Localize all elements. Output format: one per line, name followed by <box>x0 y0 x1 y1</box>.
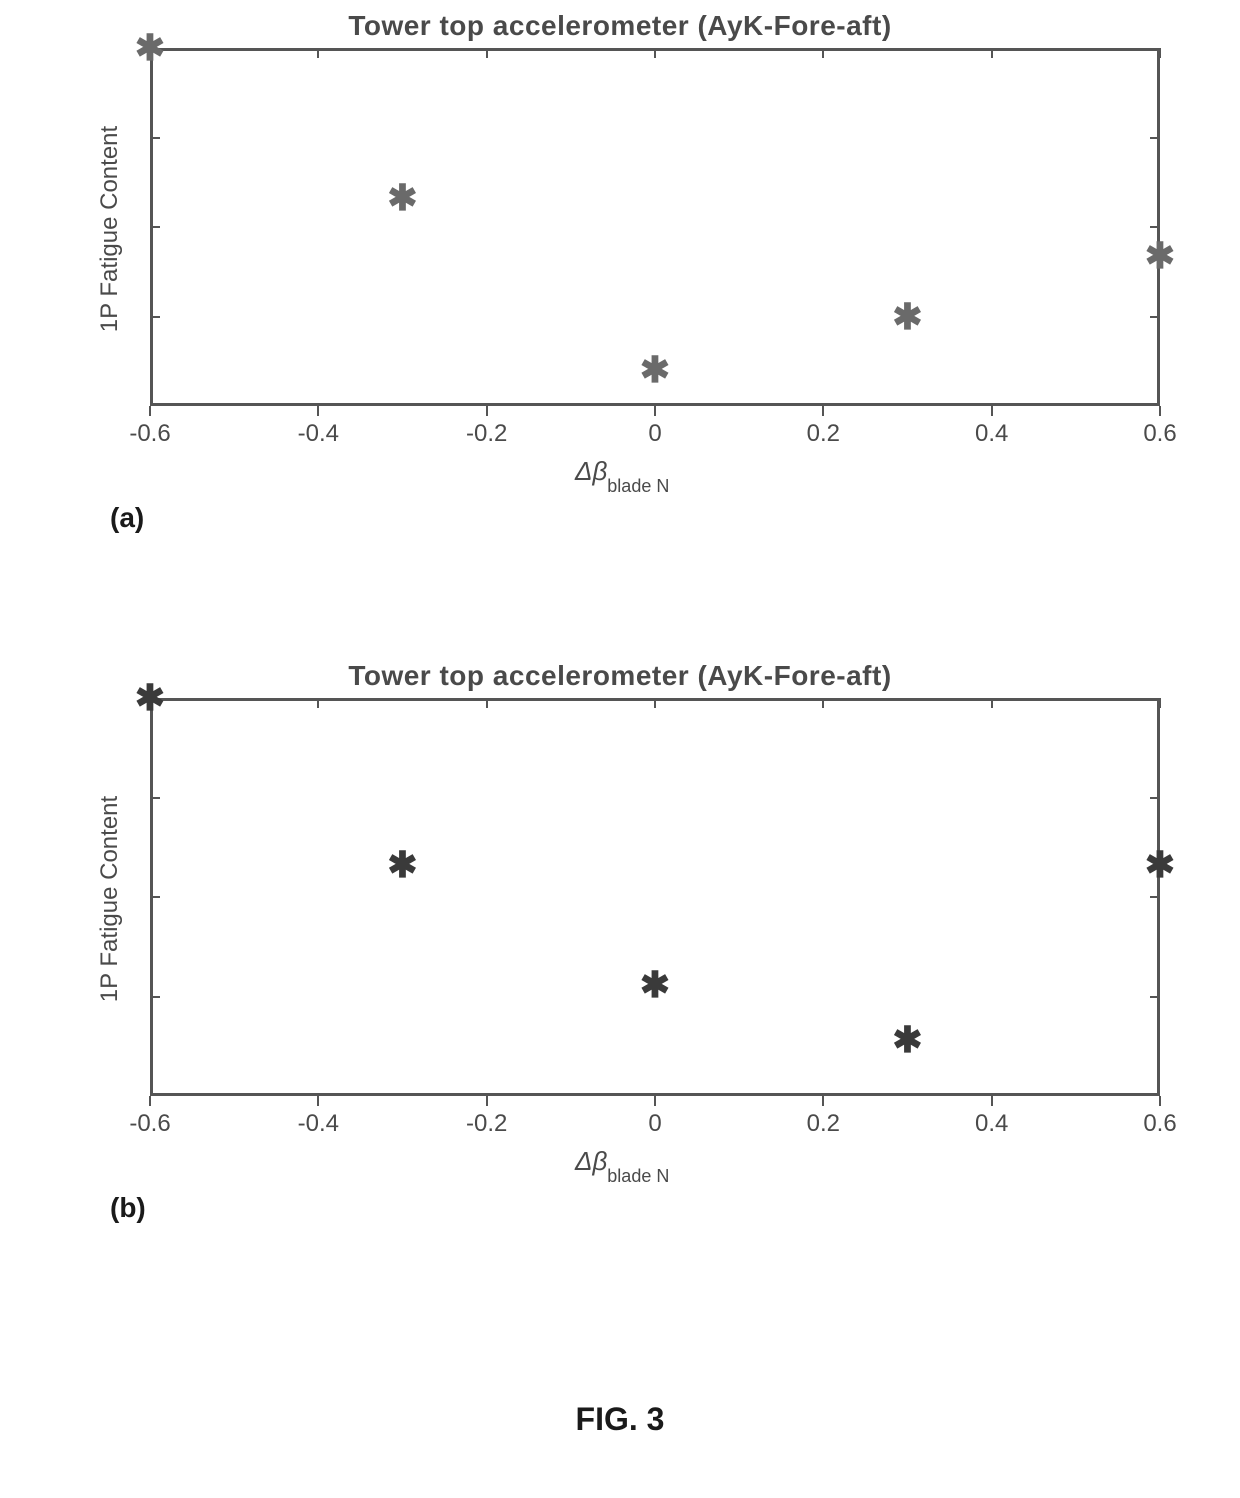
x-tick-top <box>822 48 824 58</box>
x-tick-label: -0.4 <box>298 1110 339 1138</box>
y-tick <box>150 797 160 799</box>
y-tick <box>150 226 160 228</box>
xlabel-sub-a: blade N <box>607 476 669 496</box>
data-point: ✱ <box>892 1022 922 1058</box>
y-tick <box>150 896 160 898</box>
x-tick-top <box>822 698 824 708</box>
x-axis-label-b: Δβblade N <box>575 1146 669 1181</box>
data-point: ✱ <box>892 299 922 335</box>
y-tick <box>150 137 160 139</box>
x-tick-top <box>486 698 488 708</box>
plot-area-b <box>150 698 1160 1096</box>
y-tick-right <box>1150 137 1160 139</box>
x-tick-top <box>991 48 993 58</box>
x-tick-label: -0.4 <box>298 420 339 448</box>
x-tick-top <box>654 698 656 708</box>
panel-sublabel-b: (b) <box>110 1192 146 1224</box>
data-point: ✱ <box>1145 847 1175 883</box>
xlabel-prefix-a: Δβ <box>575 456 607 486</box>
x-tick <box>486 406 488 416</box>
y-tick <box>150 996 160 998</box>
x-tick <box>822 1096 824 1106</box>
y-tick-right <box>1150 316 1160 318</box>
data-point: ✱ <box>640 352 670 388</box>
x-tick-label: -0.6 <box>129 1110 170 1138</box>
x-tick-label: 0.2 <box>807 1110 840 1138</box>
x-tick <box>654 1096 656 1106</box>
figure-container: Tower top accelerometer (AyK-Fore-aft) 1… <box>0 0 1240 1498</box>
x-tick-label: -0.2 <box>466 1110 507 1138</box>
chart-title-b: Tower top accelerometer (AyK-Fore-aft) <box>40 660 1200 692</box>
panel-b: Tower top accelerometer (AyK-Fore-aft) 1… <box>40 660 1200 1290</box>
y-tick-right <box>1150 896 1160 898</box>
x-tick-top <box>991 698 993 708</box>
x-tick <box>317 1096 319 1106</box>
x-tick <box>991 1096 993 1106</box>
y-tick-right <box>1150 226 1160 228</box>
y-tick-right <box>1150 996 1160 998</box>
x-tick <box>822 406 824 416</box>
x-tick-top <box>654 48 656 58</box>
y-axis-label-b: 1P Fatigue Content <box>96 789 124 1009</box>
data-point: ✱ <box>387 180 417 216</box>
x-tick-top <box>1159 698 1161 708</box>
x-tick-top <box>317 698 319 708</box>
x-tick-label: 0.2 <box>807 420 840 448</box>
data-point: ✱ <box>135 680 165 716</box>
chart-title-a: Tower top accelerometer (AyK-Fore-aft) <box>40 10 1200 42</box>
data-point: ✱ <box>1145 238 1175 274</box>
figure-caption: FIG. 3 <box>0 1401 1240 1438</box>
x-tick-label: 0 <box>648 1110 661 1138</box>
xlabel-sub-b: blade N <box>607 1166 669 1186</box>
x-tick <box>486 1096 488 1106</box>
y-tick-right <box>1150 797 1160 799</box>
x-tick <box>1159 1096 1161 1106</box>
x-tick-label: 0.6 <box>1143 420 1176 448</box>
x-tick-label: -0.6 <box>129 420 170 448</box>
x-tick-top <box>486 48 488 58</box>
x-tick-label: -0.2 <box>466 420 507 448</box>
x-tick-label: 0 <box>648 420 661 448</box>
x-tick <box>149 406 151 416</box>
x-tick <box>1159 406 1161 416</box>
data-point: ✱ <box>387 847 417 883</box>
data-point: ✱ <box>640 967 670 1003</box>
y-axis-label-a: 1P Fatigue Content <box>96 119 124 339</box>
x-tick-label: 0.6 <box>1143 1110 1176 1138</box>
xlabel-prefix-b: Δβ <box>575 1146 607 1176</box>
panel-sublabel-a: (a) <box>110 502 144 534</box>
x-tick-top <box>1159 48 1161 58</box>
x-axis-label-a: Δβblade N <box>575 456 669 491</box>
x-tick <box>991 406 993 416</box>
panel-a: Tower top accelerometer (AyK-Fore-aft) 1… <box>40 10 1200 600</box>
data-point: ✱ <box>135 30 165 66</box>
x-tick <box>654 406 656 416</box>
x-tick <box>149 1096 151 1106</box>
x-tick-top <box>317 48 319 58</box>
y-tick <box>150 316 160 318</box>
x-tick-label: 0.4 <box>975 420 1008 448</box>
x-tick-label: 0.4 <box>975 1110 1008 1138</box>
x-tick <box>317 406 319 416</box>
